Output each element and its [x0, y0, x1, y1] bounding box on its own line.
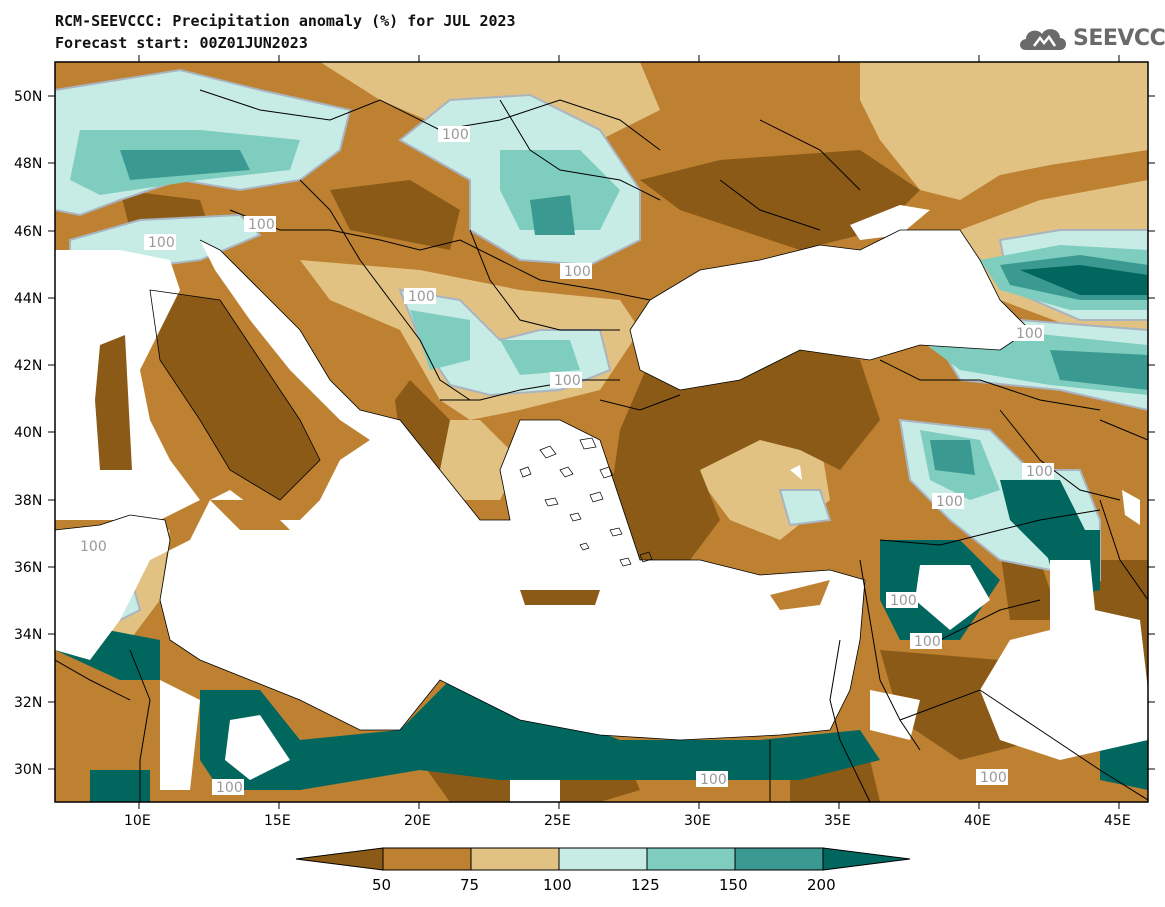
black-sea — [630, 230, 1030, 390]
contour-label: 100 — [700, 772, 727, 788]
longitude-labels: 10E 15E 20E 25E 30E 35E 40E 45E — [124, 813, 1131, 829]
contour-label: 100 — [914, 634, 941, 650]
colorbar — [295, 847, 911, 871]
colorbar-label: 100 — [543, 876, 572, 894]
colorbar-label: 125 — [631, 876, 660, 894]
lat-label: 48N — [14, 156, 42, 172]
longitude-axis — [138, 55, 1120, 809]
lat-label: 46N — [14, 224, 42, 240]
contour-label: 100 — [1026, 464, 1053, 480]
lat-label: 44N — [14, 291, 42, 307]
latitude-axis — [48, 95, 1155, 770]
coastlines — [55, 229, 1031, 741]
lon-label: 30E — [684, 813, 711, 829]
colorbar-segment-high — [822, 847, 911, 871]
colorbar-labels: 50 75 100 125 150 200 — [372, 876, 836, 894]
colorbar-label: 50 — [372, 876, 391, 894]
lon-label: 45E — [1104, 813, 1131, 829]
colorbar-label: 150 — [719, 876, 748, 894]
contour-labels: 100 100 100 100 100 100 100 100 100 100 … — [76, 126, 1054, 796]
lon-label: 35E — [824, 813, 851, 829]
lon-label: 40E — [964, 813, 991, 829]
colorbar-segment — [382, 847, 472, 871]
colorbar-segment — [646, 847, 736, 871]
contour-label: 100 — [564, 264, 591, 280]
lon-label: 25E — [544, 813, 571, 829]
colorbar-label: 200 — [807, 876, 836, 894]
map-title: RCM-SEEVCCC: Precipitation anomaly (%) f… — [55, 12, 516, 30]
seevccc-logo: SEEVCCC — [1016, 20, 1165, 60]
lat-label: 40N — [14, 425, 42, 441]
lon-label: 10E — [124, 813, 151, 829]
lon-label: 15E — [264, 813, 291, 829]
colorbar-segment — [470, 847, 560, 871]
contour-label: 100 — [1016, 326, 1043, 342]
country-borders — [55, 89, 1148, 802]
no-data-patches — [160, 465, 1148, 802]
colorbar-segment-low — [295, 847, 384, 871]
logo-text: SEEVCCC — [1073, 26, 1165, 51]
lat-label: 38N — [14, 493, 42, 509]
lat-label: 32N — [14, 695, 42, 711]
contour-label: 100 — [216, 780, 243, 796]
mediterranean-sea — [55, 240, 865, 740]
map-plot-area: 100 100 100 100 100 100 100 100 100 100 … — [55, 62, 1148, 802]
colorbar-label: 75 — [460, 876, 479, 894]
contour-label: 100 — [936, 494, 963, 510]
forecast-start-label: Forecast start: 00Z01JUN2023 — [55, 34, 308, 52]
cloud-logo-icon — [1020, 29, 1066, 50]
contour-label: 100 — [890, 593, 917, 609]
colorbar-segment — [558, 847, 648, 871]
lat-label: 34N — [14, 627, 42, 643]
contour-label: 100 — [248, 217, 275, 233]
cyprus — [770, 580, 830, 610]
contour-label: 100 — [148, 235, 175, 251]
contour-label: 100 — [442, 127, 469, 143]
lat-label: 30N — [14, 762, 42, 778]
sardinia-corsica — [95, 335, 132, 470]
lat-label: 42N — [14, 358, 42, 374]
lat-label: 50N — [14, 89, 42, 105]
sicily — [210, 500, 290, 530]
colorbar-segment — [734, 847, 824, 871]
aegean-islands — [519, 437, 653, 567]
lat-label: 36N — [14, 560, 42, 576]
azov-sea — [850, 205, 930, 240]
lon-label: 20E — [404, 813, 431, 829]
contour-label: 100 — [80, 539, 107, 555]
latitude-labels: 50N 48N 46N 44N 42N 40N 38N 36N 34N 32N … — [14, 89, 42, 778]
contour-label: 100 — [554, 373, 581, 389]
contour-label: 100 — [980, 770, 1007, 786]
crete — [520, 590, 600, 605]
contour-label: 100 — [408, 289, 435, 305]
